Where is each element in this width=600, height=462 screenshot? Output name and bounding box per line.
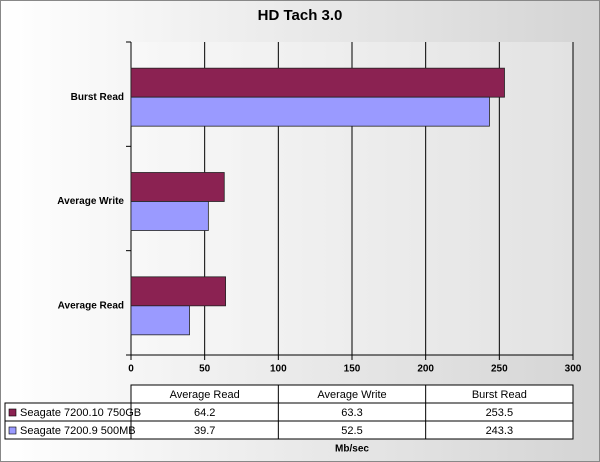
x-tick-label: 150: [344, 364, 361, 375]
table-cell: 253.5: [486, 407, 514, 419]
bar: [130, 305, 190, 336]
x-axis-label: Mb/sec: [335, 444, 369, 455]
y-tick-label: Average Read: [58, 300, 124, 311]
x-tick-label: 250: [491, 364, 508, 375]
bar: [130, 96, 490, 127]
x-tick-label: 100: [270, 364, 287, 375]
table-cell: 64.2: [194, 407, 215, 419]
legend-swatch: [8, 426, 17, 435]
bar: [130, 172, 225, 202]
table-header: Average Read: [170, 389, 240, 401]
legend-swatch: [8, 408, 17, 417]
table-cell: 39.7: [194, 425, 215, 437]
table-cell: 63.3: [341, 407, 362, 419]
table-header: Burst Read: [472, 389, 527, 401]
table-cell: 52.5: [341, 425, 362, 437]
bar: [130, 67, 505, 98]
bar: [130, 201, 209, 231]
legend-label: Seagate 7200.10 750GB: [20, 407, 141, 419]
x-tick-label: 200: [417, 364, 434, 375]
x-tick-label: 0: [128, 364, 134, 375]
y-tick-label: Average Write: [57, 196, 124, 207]
table-cell: 243.3: [486, 425, 514, 437]
table-header: Average Write: [317, 389, 386, 401]
chart-title: HD Tach 3.0: [258, 7, 343, 24]
y-tick-label: Burst Read: [71, 92, 124, 103]
legend-label: Seagate 7200.9 500MB: [20, 425, 136, 437]
x-tick-label: 300: [565, 364, 582, 375]
bar: [130, 276, 226, 307]
x-tick-label: 50: [199, 364, 211, 375]
